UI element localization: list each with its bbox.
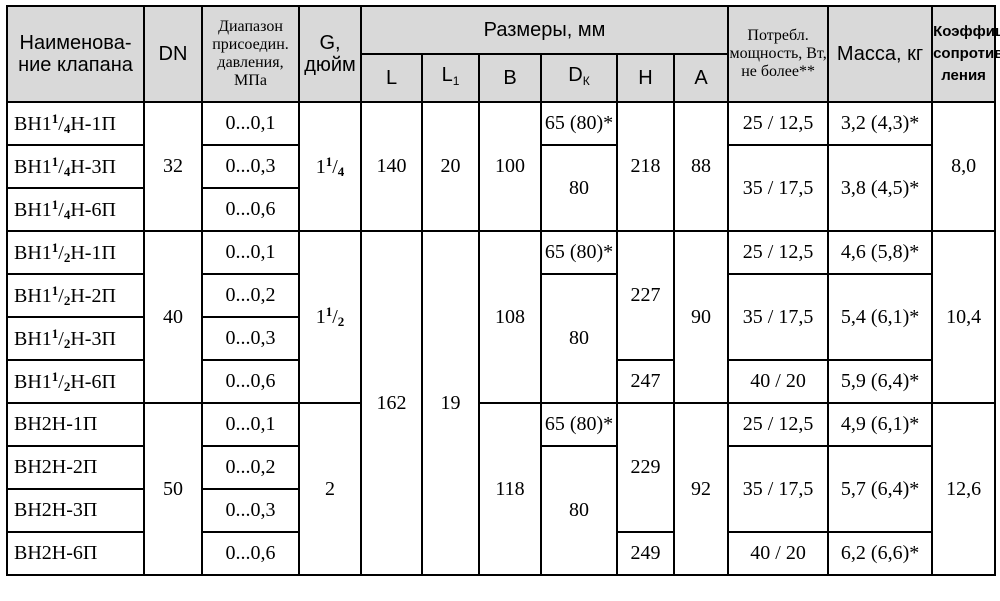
- header-sizes: Размеры, мм: [359, 5, 730, 55]
- B-value: 118: [478, 402, 542, 576]
- mass-value: 4,6 (5,8)*: [827, 230, 934, 275]
- table-row: ВН11/4Н-1П 32 0...0,1 11/4 140 20 100 65…: [6, 101, 997, 232]
- header-DK: DК: [540, 53, 618, 103]
- valve-name: ВН11/2Н-2П: [6, 273, 145, 318]
- mass-value: 6,2 (6,6)*: [827, 531, 934, 576]
- table-row: ВН11/4Н-3П 0...0,3 80 35 / 17,5 3,8 (4,5…: [6, 144, 995, 232]
- header-B: B: [478, 53, 542, 103]
- power-value: 25 / 12,5: [727, 402, 830, 447]
- H-value: 247: [616, 359, 675, 404]
- header-resistance-coef: Коэффиц. сопротив-ления: [931, 5, 1000, 103]
- H-value: 218: [616, 101, 675, 232]
- dk-value: 65 (80)*: [540, 230, 618, 275]
- B-value: 100: [478, 101, 542, 232]
- coef-value: 8,0: [931, 101, 997, 232]
- table-row: ВН11/2Н-1П 40 0...0,1 11/2 162 19 108 65…: [6, 230, 997, 576]
- pressure-range: 0...0,3: [201, 144, 300, 189]
- H-value: 249: [616, 531, 675, 576]
- pressure-range: 0...0,3: [201, 316, 300, 361]
- valve-spec-table: Наименова-ние клапана DN Диапазон присое…: [6, 5, 1000, 576]
- dk-value: 80: [540, 445, 618, 576]
- table-row: ВН11/2Н-2П 0...0,2 80 35 / 17,5 5,4 (6,1…: [6, 273, 995, 404]
- dn-value: 32: [143, 101, 203, 232]
- L1-value: 19: [421, 230, 480, 576]
- H-value: 227: [616, 230, 675, 361]
- g-inch-value: 11/2: [298, 230, 362, 404]
- pressure-range: 0...0,6: [201, 187, 300, 232]
- header-g-inch: G, дюйм: [298, 5, 362, 103]
- dn-value: 50: [143, 402, 203, 576]
- header-L1: L1: [421, 53, 480, 103]
- header-A: A: [672, 53, 730, 103]
- power-value: 35 / 17,5: [727, 144, 830, 232]
- mass-value: 3,8 (4,5)*: [827, 144, 934, 232]
- valve-name: ВН11/2Н-3П: [6, 316, 145, 361]
- H-value: 229: [616, 402, 675, 533]
- header-L: L: [360, 53, 423, 103]
- table-row: ВН11/2Н-3П 0...0,3: [6, 316, 995, 361]
- table-row: ВН2Н-2П 0...0,2 80 35 / 17,5 5,7 (6,4)*: [6, 445, 995, 576]
- table-row: ВН2Н-3П 0...0,3: [6, 488, 995, 533]
- header-pressure-range: Диапазон присоедин. давления, МПа: [201, 5, 300, 103]
- valve-name: ВН11/4Н-3П: [6, 144, 145, 189]
- valve-name: ВН11/2Н-1П: [6, 230, 145, 275]
- header-power: Потребл. мощность, Вт, не более**: [727, 5, 830, 103]
- valve-name: ВН11/4Н-6П: [6, 187, 145, 232]
- pressure-range: 0...0,3: [201, 488, 300, 533]
- header-mass: Масса, кг: [827, 5, 934, 103]
- mass-value: 5,9 (6,4)*: [827, 359, 934, 404]
- dk-value: 80: [540, 273, 618, 404]
- B-value: 108: [478, 230, 542, 404]
- power-value: 25 / 12,5: [727, 101, 830, 146]
- A-value: 90: [672, 230, 730, 404]
- g-inch-value: 11/4: [298, 101, 362, 232]
- dk-value: 65 (80)*: [540, 402, 618, 447]
- coef-value: 10,4: [931, 230, 997, 404]
- dk-value: 80: [540, 144, 618, 232]
- A-value: 88: [672, 101, 730, 232]
- g-inch-value: 2: [298, 402, 362, 576]
- valve-name: ВН2Н-3П: [6, 488, 145, 533]
- mass-value: 3,2 (4,3)*: [827, 101, 934, 146]
- table-row: ВН2Н-6П 0...0,6 249 40 / 20 6,2 (6,6)*: [6, 531, 995, 576]
- table-row: ВН2Н-1П 50 0...0,1 2 118 65 (80)* 229 92…: [6, 402, 997, 576]
- valve-name: ВН11/4Н-1П: [6, 101, 145, 146]
- valve-name: ВН11/2Н-6П: [6, 359, 145, 404]
- table-row: ВН11/2Н-6П 0...0,6 247 40 / 20 5,9 (6,4)…: [6, 359, 995, 404]
- A-value: 92: [672, 402, 730, 576]
- valve-name: ВН2Н-6П: [6, 531, 145, 576]
- table-row: ВН11/4Н-6П 0...0,6: [6, 187, 995, 232]
- pressure-range: 0...0,6: [201, 531, 300, 576]
- L-value: 162: [360, 230, 423, 576]
- coef-value: 12,6: [931, 402, 997, 576]
- header-name: Наименова-ние клапана: [6, 5, 145, 103]
- pressure-range: 0...0,1: [201, 230, 300, 275]
- dk-value: 65 (80)*: [540, 101, 618, 146]
- power-value: 25 / 12,5: [727, 230, 830, 275]
- power-value: 35 / 17,5: [727, 445, 830, 533]
- power-value: 40 / 20: [727, 359, 830, 404]
- header-H: H: [616, 53, 675, 103]
- mass-value: 5,7 (6,4)*: [827, 445, 934, 533]
- valve-name: ВН2Н-2П: [6, 445, 145, 490]
- pressure-range: 0...0,1: [201, 101, 300, 146]
- power-value: 35 / 17,5: [727, 273, 830, 361]
- mass-value: 4,9 (6,1)*: [827, 402, 934, 447]
- pressure-range: 0...0,2: [201, 273, 300, 318]
- pressure-range: 0...0,6: [201, 359, 300, 404]
- L1-value: 20: [421, 101, 480, 232]
- power-value: 40 / 20: [727, 531, 830, 576]
- pressure-range: 0...0,2: [201, 445, 300, 490]
- valve-name: ВН2Н-1П: [6, 402, 145, 447]
- pressure-range: 0...0,1: [201, 402, 300, 447]
- dn-value: 40: [143, 230, 203, 404]
- L-value: 140: [360, 101, 423, 232]
- mass-value: 5,4 (6,1)*: [827, 273, 934, 361]
- header-dn: DN: [143, 5, 203, 103]
